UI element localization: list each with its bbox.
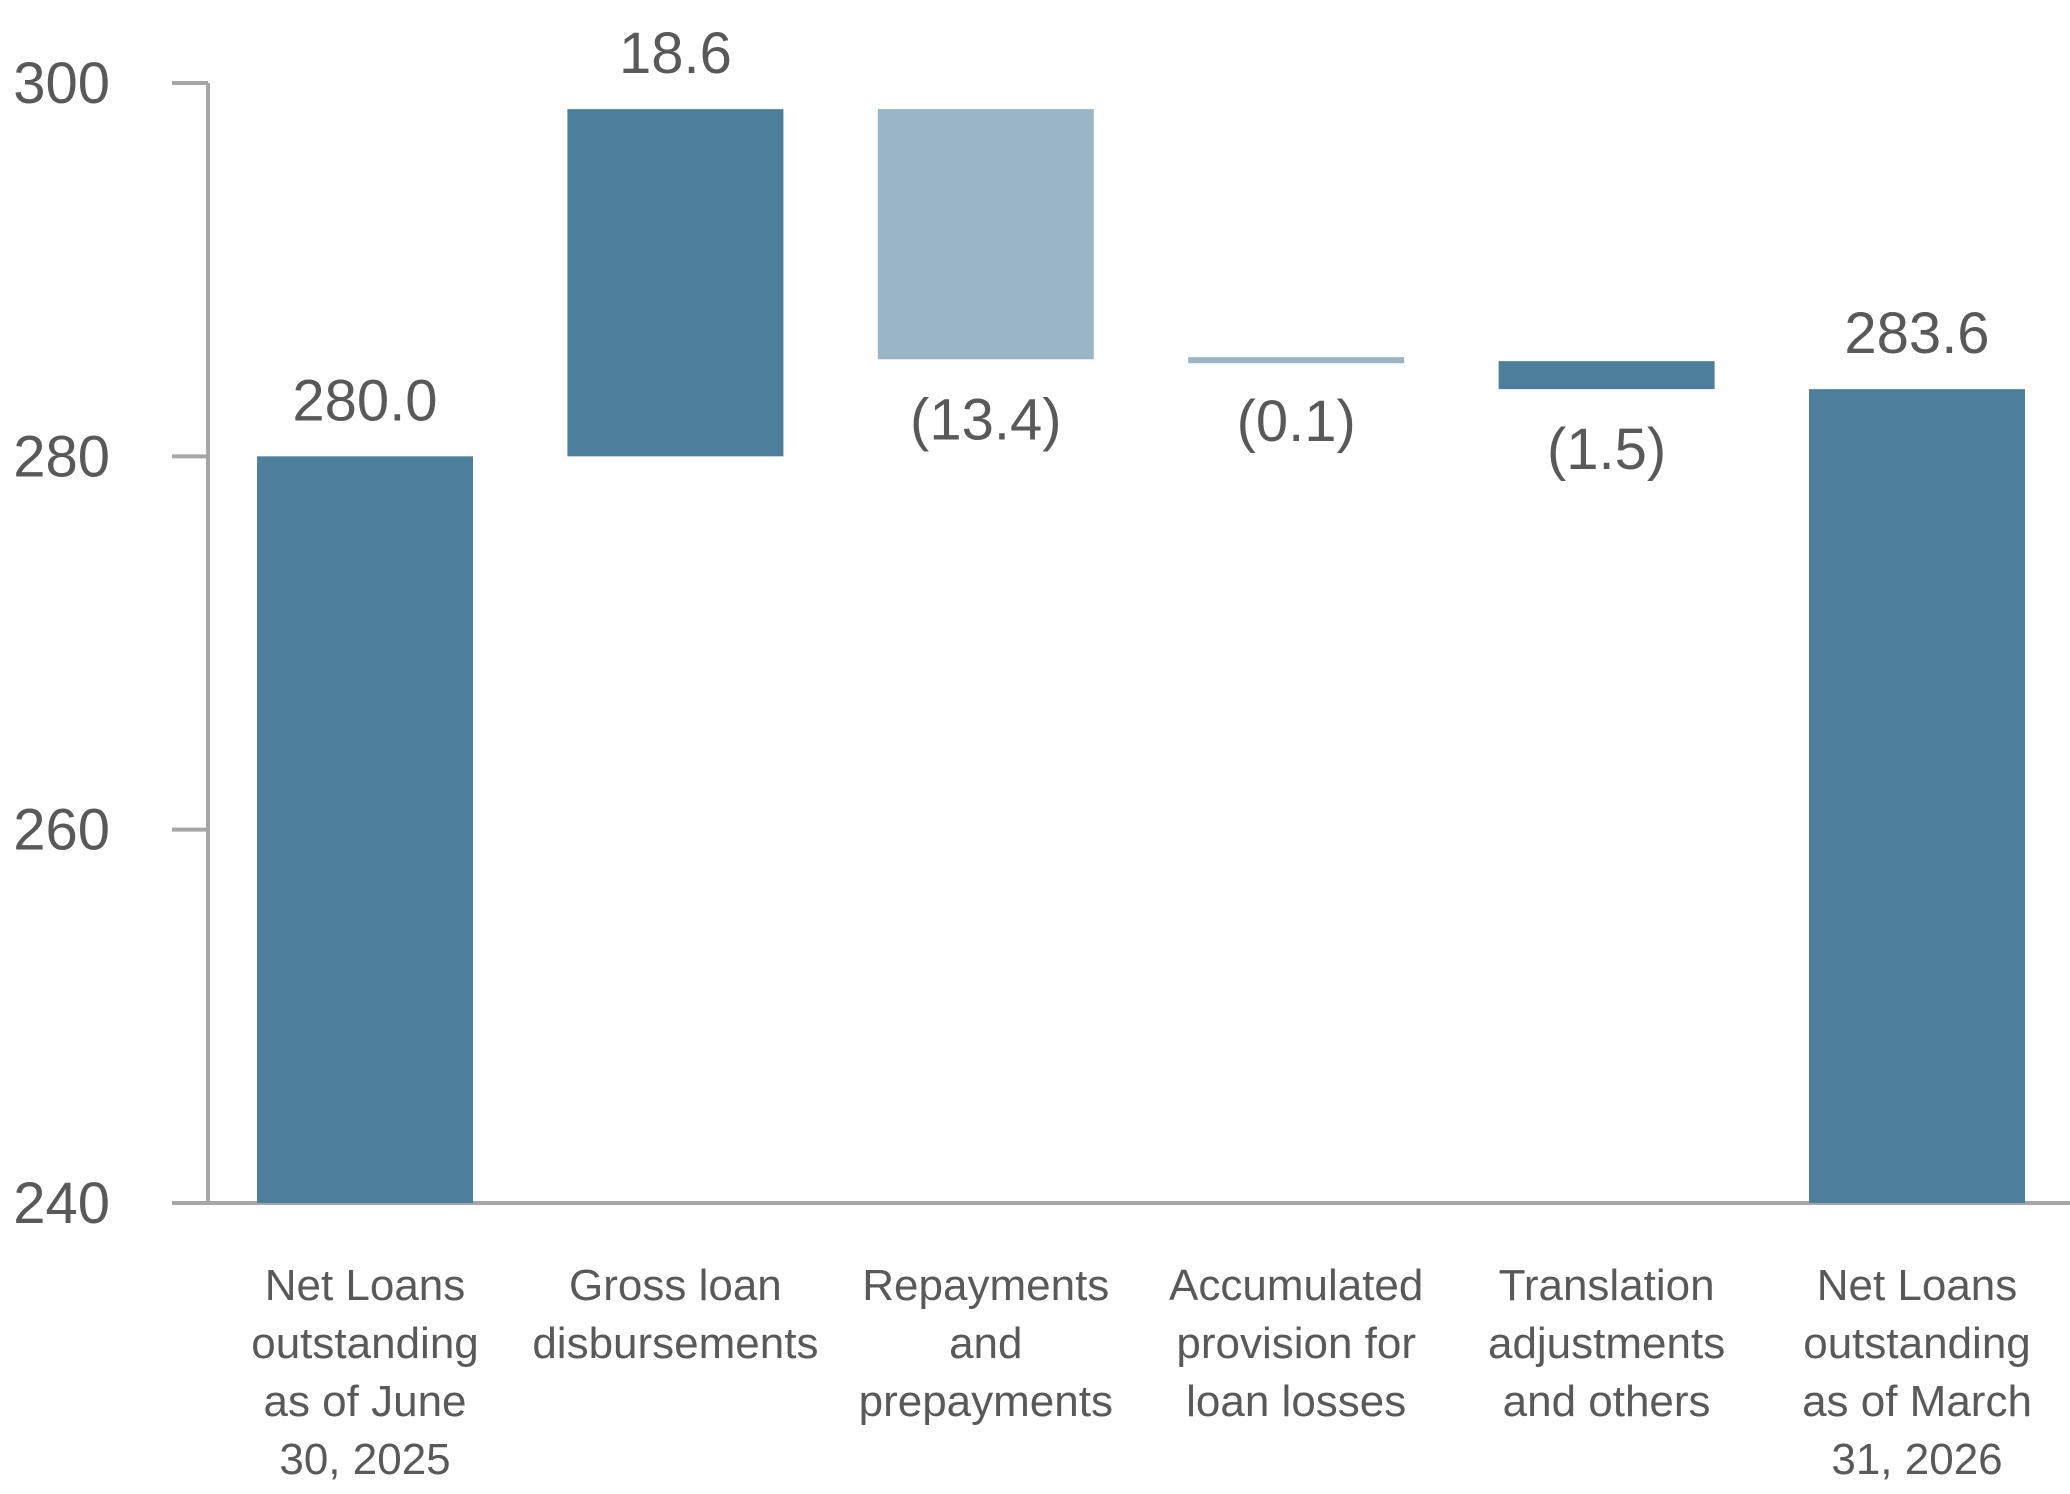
bars [257, 109, 2025, 1204]
category-label: and [949, 1319, 1022, 1368]
category-label: outstanding [1803, 1319, 2031, 1368]
category-label: as of March [1802, 1377, 2032, 1426]
category-label: prepayments [859, 1377, 1113, 1426]
category-label: outstanding [251, 1319, 479, 1368]
category-label: adjustments [1488, 1319, 1725, 1368]
y-tick-label: 300 [13, 51, 110, 116]
bar [257, 456, 473, 1203]
category-label: 30, 2025 [279, 1435, 450, 1484]
y-tick-label: 280 [13, 424, 110, 489]
category-labels: Net Loans outstanding as of June 30, 2025 Gr… [251, 1261, 2032, 1484]
category-label: provision for [1176, 1319, 1416, 1368]
data-label: 283.6 [1844, 301, 1989, 366]
bar [1498, 361, 1715, 390]
category-label: Gross loan [569, 1261, 782, 1310]
data-label: (0.1) [1237, 389, 1356, 454]
y-tick-label: 240 [13, 1171, 110, 1236]
category-label: Net Loans [265, 1261, 466, 1310]
category-label: Translation [1499, 1261, 1715, 1310]
data-label: 280.0 [292, 368, 437, 433]
bar [877, 109, 1094, 360]
bar [567, 109, 784, 457]
bar [1809, 389, 2025, 1204]
category-label: as of June [263, 1377, 466, 1426]
category-label: Net Loans [1817, 1261, 2018, 1310]
y-tick-label: 260 [13, 798, 110, 863]
category-label: and others [1503, 1377, 1711, 1426]
category-label: disbursements [532, 1319, 818, 1368]
bar [1188, 357, 1405, 364]
value-labels: 280.0 18.6 (13.4) (0.1) (1.5) 283.6 [292, 21, 1989, 482]
data-label: (1.5) [1547, 417, 1666, 482]
category-label: 31, 2026 [1831, 1435, 2002, 1484]
category-label: loan losses [1186, 1377, 1406, 1426]
axes: 240 260 280 300 [13, 51, 2070, 1236]
category-label: Accumulated [1169, 1261, 1423, 1310]
data-label: 18.6 [619, 21, 732, 86]
category-label: Repayments [862, 1261, 1109, 1310]
data-label: (13.4) [910, 387, 1062, 452]
